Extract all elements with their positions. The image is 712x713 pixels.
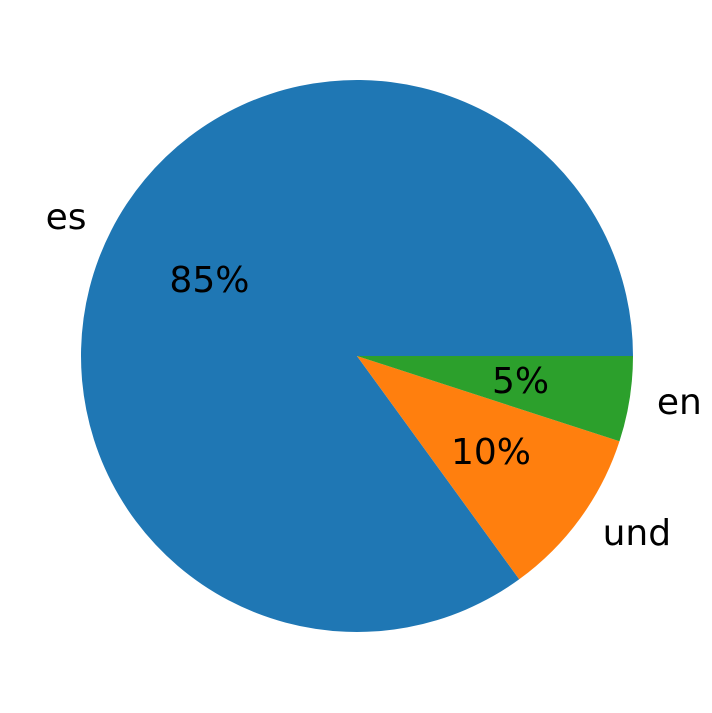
- pie-label-en: en: [656, 382, 702, 424]
- pie-label-und: und: [602, 513, 672, 555]
- pie-slice-en: [357, 356, 633, 442]
- pie-pct-und: 10%: [450, 432, 531, 474]
- pie-label-es: es: [45, 197, 87, 239]
- pie-pct-en: 5%: [491, 360, 550, 402]
- pie-slice-es: [81, 80, 634, 633]
- pie-slice-und: [357, 356, 620, 580]
- pie-pct-es: 85%: [169, 259, 250, 301]
